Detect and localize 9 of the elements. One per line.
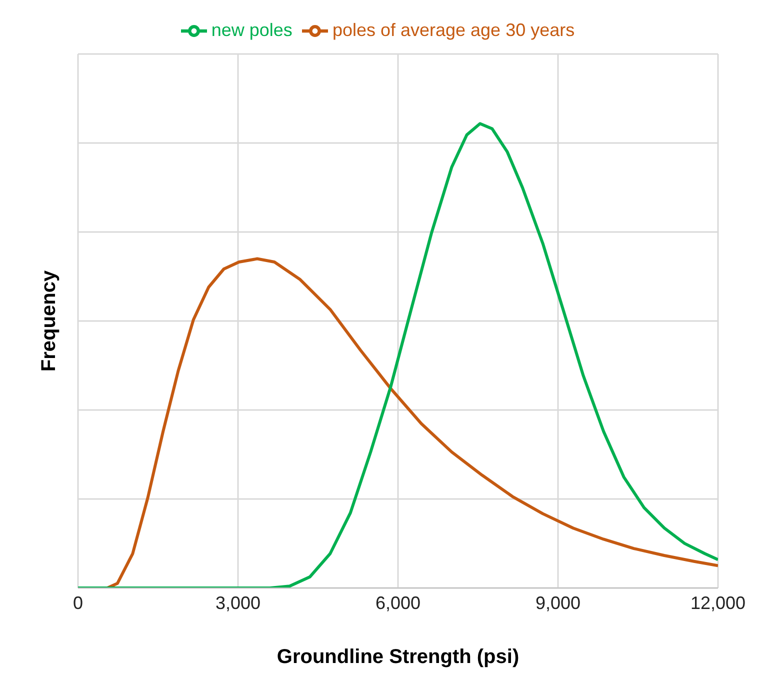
x-axis-title: Groundline Strength (psi) <box>276 646 520 668</box>
legend-label: new poles <box>211 20 292 40</box>
x-tick-label: 3,000 <box>215 592 261 613</box>
y-axis-title: Frequency <box>38 270 60 372</box>
x-tick-label: 0 <box>72 592 84 613</box>
legend-label: poles of average age 30 years <box>332 20 575 40</box>
x-tick-label: 12,000 <box>690 592 746 613</box>
x-tick-label: 9,000 <box>535 592 581 613</box>
x-tick-label: 6,000 <box>375 592 421 613</box>
